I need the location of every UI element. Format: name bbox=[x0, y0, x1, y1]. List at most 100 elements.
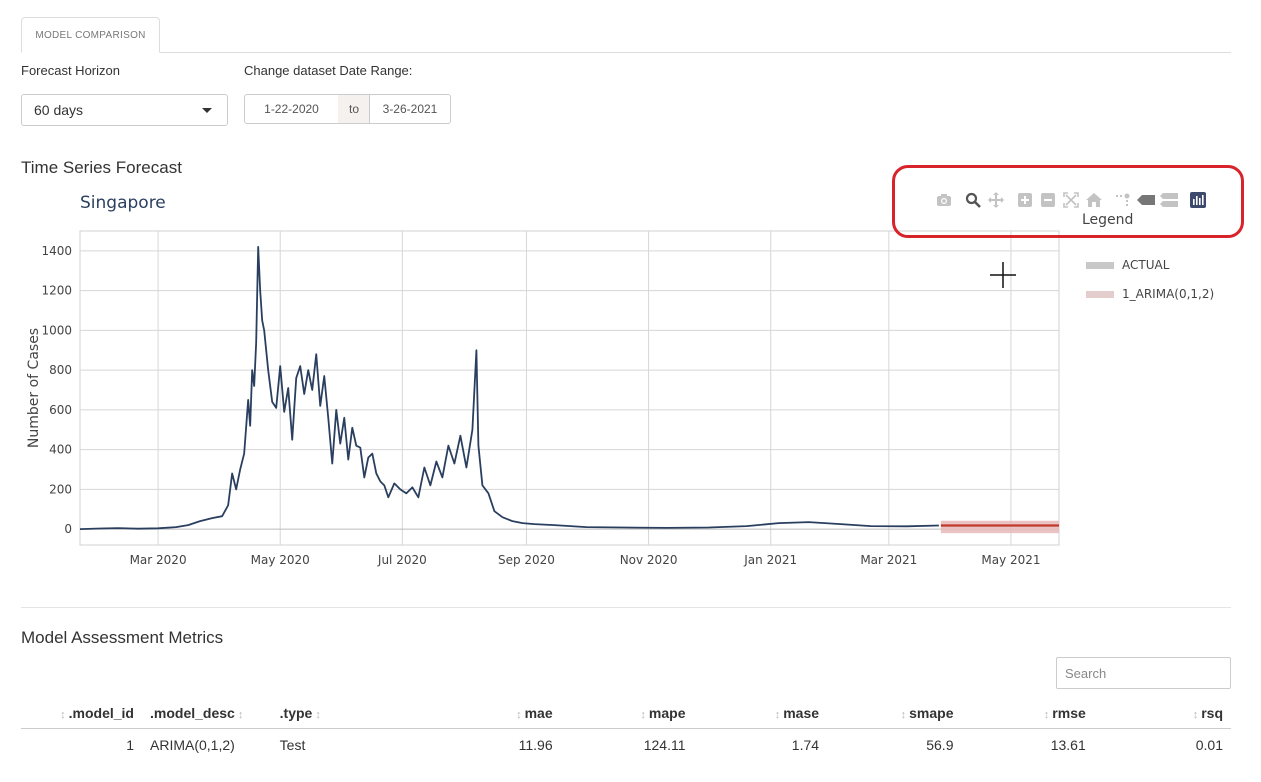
y-tick-label: 1000 bbox=[41, 323, 72, 337]
sort-icon: ↕ bbox=[900, 709, 907, 721]
cell-rmse: 13.61 bbox=[1050, 737, 1086, 753]
column-header-mae[interactable]: ↕ mae bbox=[456, 698, 561, 729]
forecast-section-title: Time Series Forecast bbox=[21, 158, 182, 177]
column-label: .model_desc bbox=[150, 705, 235, 721]
legend-title: Legend bbox=[1082, 212, 1134, 228]
forecast-horizon-select[interactable]: 60 days bbox=[21, 94, 228, 126]
metrics-section-title: Model Assessment Metrics bbox=[21, 628, 224, 647]
sort-icon: ↕ bbox=[1043, 709, 1050, 721]
y-tick-label: 200 bbox=[49, 482, 72, 496]
y-axis-label: Number of Cases bbox=[26, 328, 42, 448]
column-label: mae bbox=[524, 705, 553, 721]
y-tick-label: 1400 bbox=[41, 244, 72, 258]
forecast-confidence-band bbox=[940, 520, 1059, 534]
chart-grid bbox=[79, 230, 1060, 546]
cell-model-desc: ARIMA(0,1,2) bbox=[150, 737, 235, 753]
x-tick-label: May 2021 bbox=[981, 553, 1040, 567]
chart-title: Singapore bbox=[80, 193, 166, 213]
column-label: mase bbox=[783, 705, 820, 721]
x-tick-label: Mar 2021 bbox=[860, 553, 917, 567]
zoom-icon[interactable] bbox=[964, 191, 982, 209]
column-header-rmse[interactable]: ↕ rmse bbox=[961, 698, 1094, 729]
x-tick-label: Jul 2020 bbox=[377, 553, 427, 567]
cell-mase: 1.74 bbox=[791, 737, 820, 753]
legend-item-arima[interactable]: 1_ARIMA(0,1,2) bbox=[1086, 287, 1214, 301]
legend-item-actual[interactable]: ACTUAL bbox=[1086, 258, 1169, 272]
sort-icon: ↕ bbox=[1192, 709, 1199, 721]
column-header-model-id[interactable]: ↕ .model_id bbox=[21, 698, 142, 729]
pan-icon[interactable] bbox=[987, 191, 1005, 209]
chevron-down-icon bbox=[202, 108, 212, 113]
cell-rsq: 0.01 bbox=[1195, 737, 1223, 753]
date-range-separator: to bbox=[338, 94, 370, 124]
cell-smape: 56.9 bbox=[926, 737, 954, 753]
sort-icon: ↕ bbox=[640, 709, 646, 721]
autoscale-icon[interactable] bbox=[1062, 191, 1080, 209]
x-tick-label: Sep 2020 bbox=[498, 553, 555, 567]
y-tick-label: 800 bbox=[49, 363, 72, 377]
plotly-logo-icon[interactable] bbox=[1189, 191, 1207, 209]
cell-mae: 11.96 bbox=[518, 737, 553, 753]
column-label: smape bbox=[909, 705, 954, 721]
section-divider bbox=[21, 607, 1231, 608]
chart-axes: Mar 2020 May 2020 Jul 2020 Sep 2020 Nov 2020… bbox=[41, 244, 1040, 567]
forecast-horizon-label: Forecast Horizon bbox=[21, 63, 120, 78]
table-search-input[interactable] bbox=[1056, 657, 1231, 689]
table-header-row: ↕ .model_id .model_desc ↕ .type ↕ ↕ mae ↕ map… bbox=[21, 698, 1231, 729]
column-header-mase[interactable]: ↕ mase bbox=[693, 698, 828, 729]
column-header-smape[interactable]: ↕ smape bbox=[827, 698, 962, 729]
cell-model-id: 1 bbox=[126, 737, 134, 753]
hover-compare-icon[interactable] bbox=[1160, 191, 1178, 209]
date-range-label: Change dataset Date Range: bbox=[244, 63, 413, 78]
metrics-table: ↕ .model_id .model_desc ↕ .type ↕ ↕ mae ↕ map… bbox=[21, 698, 1231, 761]
reset-axes-icon[interactable] bbox=[1085, 191, 1103, 209]
hover-closest-icon[interactable] bbox=[1137, 191, 1155, 209]
y-tick-label: 0 bbox=[64, 522, 72, 536]
series-layer bbox=[79, 245, 1059, 531]
sort-icon: ↕ bbox=[516, 709, 522, 721]
y-tick-label: 1200 bbox=[41, 284, 72, 298]
column-label: .model_id bbox=[68, 705, 134, 721]
forecast-chart[interactable]: Mar 2020 May 2020 Jul 2020 Sep 2020 Nov 2020… bbox=[0, 0, 1261, 600]
legend-swatch bbox=[1086, 290, 1114, 298]
column-label: .type bbox=[279, 705, 313, 721]
tab-label: MODEL COMPARISON bbox=[35, 29, 146, 41]
y-tick-label: 600 bbox=[49, 403, 72, 417]
column-header-mape[interactable]: ↕ mape bbox=[560, 698, 694, 729]
crosshair-cursor-icon bbox=[990, 262, 1016, 288]
x-tick-label: Jan 2021 bbox=[743, 553, 797, 567]
column-label: rmse bbox=[1052, 705, 1086, 721]
spike-lines-icon[interactable] bbox=[1114, 191, 1132, 209]
legend-swatch bbox=[1086, 261, 1114, 269]
legend-label: 1_ARIMA(0,1,2) bbox=[1122, 287, 1215, 301]
column-label: rsq bbox=[1201, 705, 1223, 721]
chart-modebar bbox=[935, 191, 1212, 209]
date-end-input[interactable]: 3-26-2021 bbox=[369, 94, 451, 124]
x-tick-label: May 2020 bbox=[251, 553, 310, 567]
sort-icon: ↕ bbox=[774, 709, 781, 721]
plot-area bbox=[79, 230, 1060, 546]
sort-icon: ↕ bbox=[315, 709, 321, 721]
tab-bar-divider bbox=[21, 52, 1231, 53]
forecast-band-layer bbox=[940, 520, 1059, 534]
table-row[interactable]: 1 ARIMA(0,1,2) Test 11.96 124.11 1.74 56… bbox=[21, 729, 1231, 762]
column-header-model-desc[interactable]: .model_desc ↕ bbox=[142, 698, 272, 729]
cell-mape: 124.11 bbox=[643, 737, 686, 753]
y-tick-label: 400 bbox=[49, 443, 72, 457]
camera-icon[interactable] bbox=[935, 191, 953, 209]
sort-icon: ↕ bbox=[60, 709, 66, 721]
actual-series-line bbox=[79, 245, 939, 531]
sort-icon: ↕ bbox=[237, 709, 244, 721]
zoom-in-icon[interactable] bbox=[1016, 191, 1034, 209]
tab-model-comparison[interactable]: MODEL COMPARISON bbox=[21, 17, 160, 53]
zoom-out-icon[interactable] bbox=[1039, 191, 1057, 209]
column-label: mape bbox=[648, 705, 686, 721]
cell-type: Test bbox=[279, 737, 306, 753]
column-header-rsq[interactable]: ↕ rsq bbox=[1093, 698, 1231, 729]
x-tick-label: Nov 2020 bbox=[620, 553, 678, 567]
legend-label: ACTUAL bbox=[1122, 258, 1170, 272]
forecast-horizon-value: 60 days bbox=[34, 102, 84, 118]
column-header-type[interactable]: .type ↕ bbox=[271, 698, 457, 729]
x-tick-label: Mar 2020 bbox=[130, 553, 187, 567]
highlight-annotation bbox=[892, 165, 1244, 238]
